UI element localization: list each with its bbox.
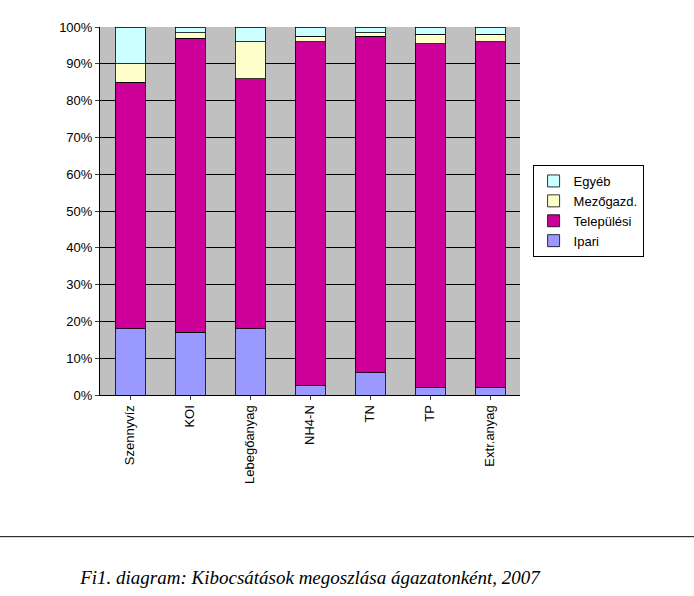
svg-text:70%: 70% <box>66 130 92 145</box>
svg-text:Lebegőanyag: Lebegőanyag <box>242 405 257 484</box>
svg-text:60%: 60% <box>66 167 92 182</box>
svg-text:Fi1. diagram: Kibocsátások meg: Fi1. diagram: Kibocsátások megoszlása ág… <box>79 567 541 588</box>
svg-text:Települési: Települési <box>574 214 632 229</box>
svg-text:40%: 40% <box>66 240 92 255</box>
svg-text:50%: 50% <box>66 204 92 219</box>
svg-text:NH4-N: NH4-N <box>302 405 317 445</box>
svg-text:Ipari: Ipari <box>574 234 599 249</box>
svg-text:20%: 20% <box>66 314 92 329</box>
svg-text:TP: TP <box>422 405 437 422</box>
svg-text:10%: 10% <box>66 351 92 366</box>
svg-text:80%: 80% <box>66 93 92 108</box>
svg-text:Extr.anyag: Extr.anyag <box>482 405 497 466</box>
svg-text:KOI: KOI <box>182 405 197 427</box>
svg-text:30%: 30% <box>66 277 92 292</box>
svg-text:Egyéb: Egyéb <box>574 174 611 189</box>
svg-text:Mezőgazd.: Mezőgazd. <box>574 194 638 209</box>
svg-text:100%: 100% <box>59 20 93 35</box>
svg-text:90%: 90% <box>66 56 92 71</box>
svg-text:0%: 0% <box>74 388 93 403</box>
svg-text:TN: TN <box>362 405 377 422</box>
svg-text:Szennyvíz: Szennyvíz <box>122 405 137 465</box>
